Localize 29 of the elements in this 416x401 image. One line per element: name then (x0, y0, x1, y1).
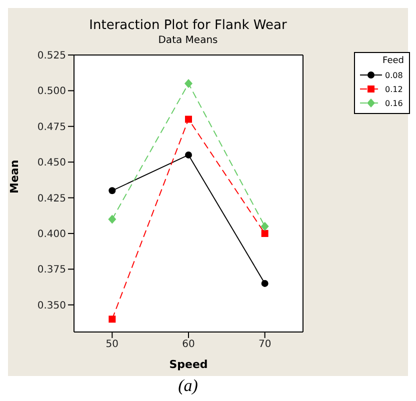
chart-title: Interaction Plot for Flank Wear (88, 18, 288, 33)
y-tick-label: 0.500 (37, 86, 66, 98)
point (108, 214, 116, 224)
legend-label: 0.08 (385, 70, 403, 80)
y-axis-title: Mean (8, 160, 21, 194)
text: (a) (177, 376, 199, 396)
point (185, 151, 192, 158)
chart-subtitle: Data Means (157, 35, 219, 46)
x-axis-title: Speed (169, 358, 208, 371)
y-tick-label: 0.475 (37, 122, 66, 133)
y-tick-label: 0.400 (37, 229, 66, 240)
y-tick-label: 0.525 (37, 50, 66, 62)
point (261, 280, 268, 287)
point (108, 187, 116, 194)
y-tick-label: 0.375 (37, 264, 66, 276)
legend-label: 0.12 (385, 84, 403, 94)
legend-title: Feed (382, 56, 404, 66)
y-tick-label: 0.425 (37, 193, 66, 204)
point (260, 222, 269, 231)
y-tick-label: 0.350 (37, 300, 66, 312)
x-tick-label: 60 (182, 339, 195, 350)
x-tick-label: 50 (106, 339, 119, 350)
point (185, 116, 192, 123)
y-tick-label: 0.450 (37, 158, 66, 169)
x-tick-label: 70 (258, 339, 272, 350)
legend-label: 0.16 (385, 98, 403, 108)
point (184, 79, 192, 88)
point (108, 316, 116, 323)
point (261, 230, 268, 237)
